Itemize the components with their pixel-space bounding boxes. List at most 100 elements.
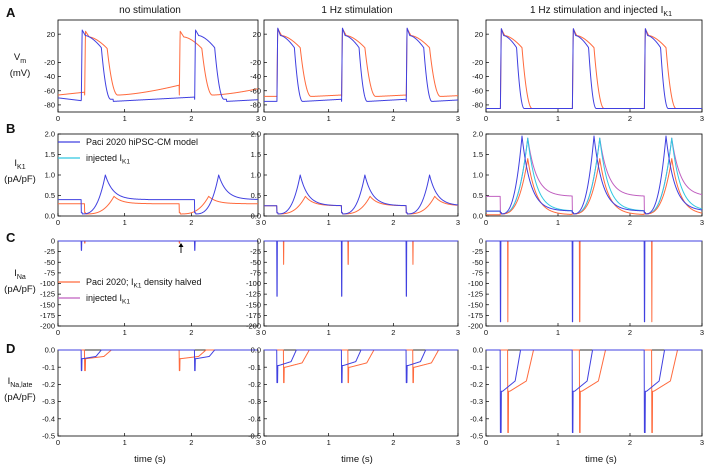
legend-c-halved-end: density halved bbox=[141, 277, 201, 287]
panel-frame bbox=[485, 19, 703, 113]
ylabel-ik1-main: I bbox=[14, 158, 17, 169]
x-tick-label: 0 bbox=[484, 328, 488, 337]
y-tick-label: -0.5 bbox=[248, 432, 261, 441]
x-tick-label: 3 bbox=[700, 114, 704, 123]
panel-frame bbox=[263, 133, 459, 217]
x-tick-label: 3 bbox=[256, 328, 260, 337]
column-title-no-stimulation: no stimulation bbox=[119, 5, 181, 16]
y-tick-label: -25 bbox=[44, 247, 55, 256]
legend-c-injected-text: injected I bbox=[86, 293, 122, 303]
ylabel-vm-sub: m bbox=[20, 58, 26, 65]
y-tick-label: -0.2 bbox=[42, 380, 55, 389]
panel-frame bbox=[263, 240, 459, 327]
legend-c-label-halved: Paci 2020; IK1 density halved bbox=[86, 277, 202, 290]
x-tick-label: 1 bbox=[556, 438, 560, 447]
trace-o bbox=[57, 349, 259, 372]
y-tick-label: -60 bbox=[44, 86, 55, 95]
x-tick-label: 1 bbox=[556, 218, 560, 227]
y-tick-label: 0.5 bbox=[251, 191, 261, 200]
y-tick-label: 1.0 bbox=[45, 171, 55, 180]
y-tick-label: -125 bbox=[468, 290, 483, 299]
x-tick-label: 2 bbox=[628, 114, 632, 123]
y-tick-label: 1.5 bbox=[45, 150, 55, 159]
y-tick-label: -0.4 bbox=[248, 414, 261, 423]
ylabel-ik1-sub: K1 bbox=[17, 164, 26, 171]
y-tick-label: -200 bbox=[246, 322, 261, 331]
trace-c bbox=[485, 137, 703, 215]
y-tick-label: -125 bbox=[246, 290, 261, 299]
row-label-d: D bbox=[6, 341, 15, 356]
x-tick-label: 2 bbox=[189, 114, 193, 123]
y-tick-label: -25 bbox=[250, 247, 261, 256]
x-tick-label: 3 bbox=[456, 114, 460, 123]
x-tick-label: 0 bbox=[56, 438, 60, 447]
trace-o bbox=[263, 28, 459, 97]
trace-o bbox=[485, 240, 703, 323]
trace-o bbox=[263, 195, 459, 215]
legend-b-injected-sub: K1 bbox=[122, 159, 130, 166]
y-tick-label: -175 bbox=[40, 311, 55, 320]
y-tick-label: -75 bbox=[44, 268, 55, 277]
panel-r4-c1: 0.0-0.1-0.2-0.3-0.4-0.50 1 2 3 bbox=[42, 346, 260, 447]
y-tick-label: -0.2 bbox=[470, 380, 483, 389]
y-tick-label: -20 bbox=[44, 58, 55, 67]
y-tick-label: 1.5 bbox=[473, 150, 483, 159]
y-tick-label: 0.5 bbox=[473, 191, 483, 200]
x-tick-label: 1 bbox=[327, 328, 331, 337]
panel-r2-c2: 2.0 1.5 1.0 0.5 0.00 1 2 3 bbox=[251, 130, 461, 227]
ylabel-ik1: IK1 bbox=[14, 158, 25, 171]
trace-o bbox=[263, 240, 459, 265]
x-tick-label: 3 bbox=[700, 328, 704, 337]
trace-b bbox=[485, 28, 703, 109]
panel-r4-c2: 0.0 -0.1 -0.2 -0.3 -0.4 -0.50 1 2 3 bbox=[248, 346, 460, 447]
y-tick-label: 20 bbox=[47, 30, 55, 39]
trace-o bbox=[485, 28, 703, 109]
x-tick-label: 2 bbox=[391, 114, 395, 123]
y-tick-label: -0.5 bbox=[470, 432, 483, 441]
column-title-1hz-injected-sub: K1 bbox=[663, 11, 672, 18]
legend-c-label-injected: injected IK1 bbox=[86, 293, 130, 306]
x-tick-label: 1 bbox=[123, 438, 127, 447]
ylabel-vm: Vm bbox=[14, 52, 26, 65]
y-tick-label: -0.1 bbox=[42, 363, 55, 372]
y-tick-label: 0 bbox=[479, 237, 483, 246]
trace-b bbox=[57, 349, 259, 372]
y-tick-label: -25 bbox=[472, 247, 483, 256]
y-tick-label: -175 bbox=[246, 311, 261, 320]
panel-frame bbox=[263, 349, 459, 437]
ylabel-vm-main: V bbox=[14, 52, 21, 63]
arrow-marker bbox=[178, 243, 184, 253]
y-tick-label: -80 bbox=[472, 101, 483, 110]
legend-c-halved-text: Paci 2020; I bbox=[86, 277, 134, 287]
x-tick-label: 2 bbox=[391, 328, 395, 337]
ylabel-ik1-units: (pA/pF) bbox=[4, 174, 36, 185]
y-tick-label: -100 bbox=[40, 279, 55, 288]
panel-r1-c2: 20 -20 -40 -60 -800 1 2 3 bbox=[250, 19, 460, 123]
panel-r1-c3: 20 -20 -40 -60 -800 1 2 3 bbox=[472, 19, 704, 123]
x-tick-label: 2 bbox=[189, 218, 193, 227]
x-tick-label: 2 bbox=[189, 438, 193, 447]
x-tick-label: 3 bbox=[456, 438, 460, 447]
y-tick-label: 0.5 bbox=[45, 191, 55, 200]
legend-b-label-injected: injected IK1 bbox=[86, 153, 130, 166]
x-tick-label: 0 bbox=[262, 114, 266, 123]
y-tick-label: 2.0 bbox=[473, 130, 483, 139]
x-tick-label: 2 bbox=[628, 218, 632, 227]
y-tick-label: 0.0 bbox=[251, 212, 261, 221]
column-title-1hz-injected: 1 Hz stimulation and injected IK1 bbox=[530, 5, 672, 18]
x-tick-label: 0 bbox=[484, 218, 488, 227]
ylabel-inalate: INa,late bbox=[8, 376, 33, 389]
y-tick-label: -0.4 bbox=[42, 414, 55, 423]
trace-b bbox=[263, 174, 459, 215]
x-tick-label: 1 bbox=[123, 218, 127, 227]
column-title-1hz-injected-text: 1 Hz stimulation and injected I bbox=[530, 5, 663, 16]
y-tick-label: -50 bbox=[472, 258, 483, 267]
y-tick-label: -75 bbox=[250, 268, 261, 277]
panel-frame bbox=[57, 349, 259, 437]
y-tick-label: -200 bbox=[40, 322, 55, 331]
y-tick-label: -0.3 bbox=[470, 397, 483, 406]
legend-row-b: Paci 2020 hiPSC-CM model injected IK1 bbox=[58, 137, 198, 166]
